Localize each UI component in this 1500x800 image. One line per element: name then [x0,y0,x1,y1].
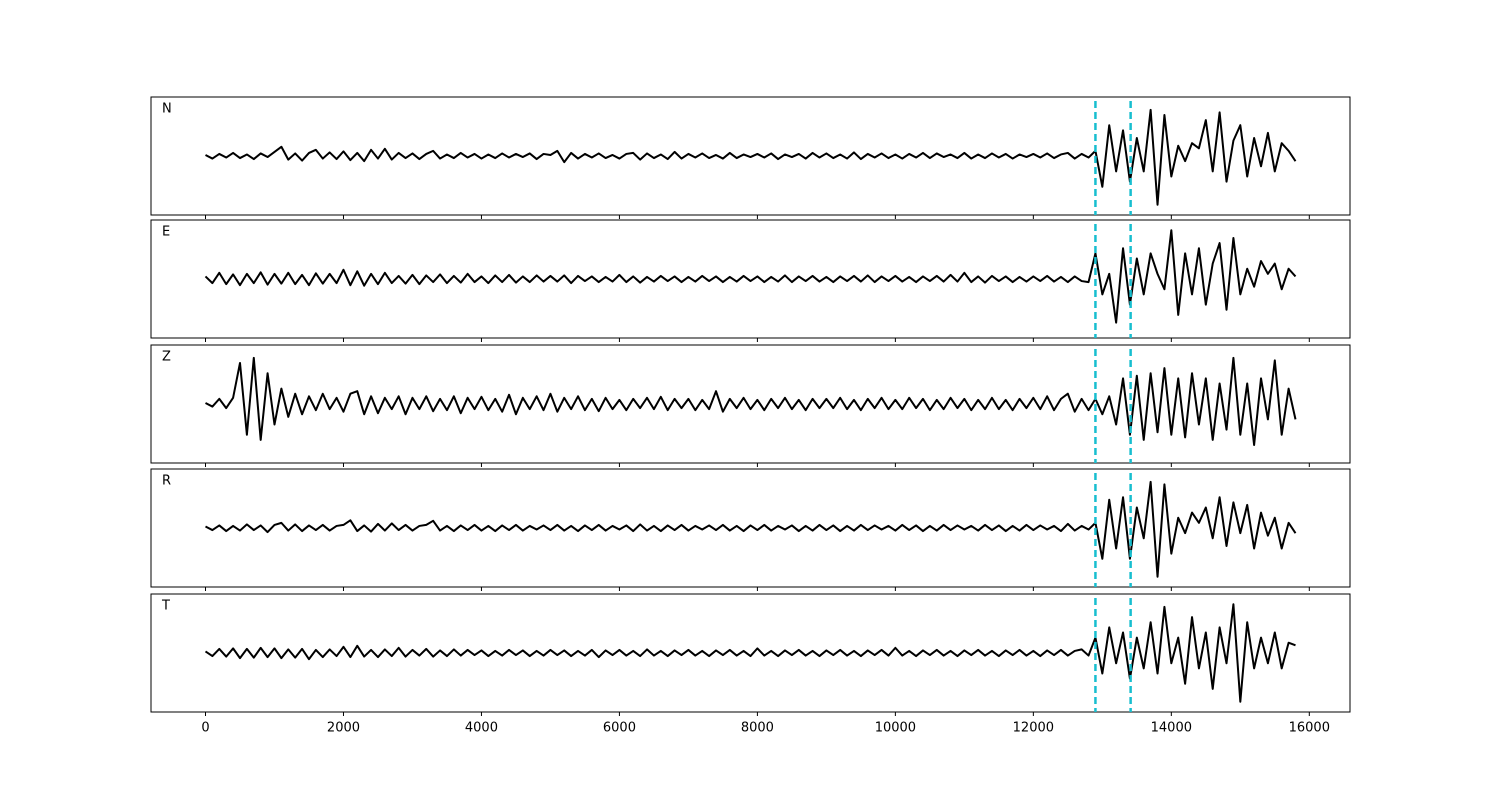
x-tick-label: 8000 [741,721,774,736]
x-tick-label: 0 [201,721,209,736]
trace [204,229,1297,324]
panel-label: T [161,599,170,614]
x-tick-label: 14000 [1151,721,1192,736]
panel-label: Z [162,350,171,365]
panel-frame [150,219,1351,339]
trace [205,356,1297,447]
trace [204,603,1296,703]
trace [205,108,1297,206]
x-tick-label: 16000 [1289,721,1330,736]
panel-label: R [162,474,171,489]
trace [205,480,1297,578]
x-tick-label: 4000 [465,721,498,736]
panel-frame [150,593,1351,713]
x-tick-label: 10000 [875,721,916,736]
panel-frame [150,468,1351,588]
x-tick-label: 2000 [327,721,360,736]
x-tick-label: 12000 [1013,721,1054,736]
x-tick-label: 6000 [603,721,636,736]
panel-frame [150,96,1351,216]
panel-frame [150,344,1351,464]
panel-label: E [162,225,170,240]
panel-label: N [162,102,172,117]
